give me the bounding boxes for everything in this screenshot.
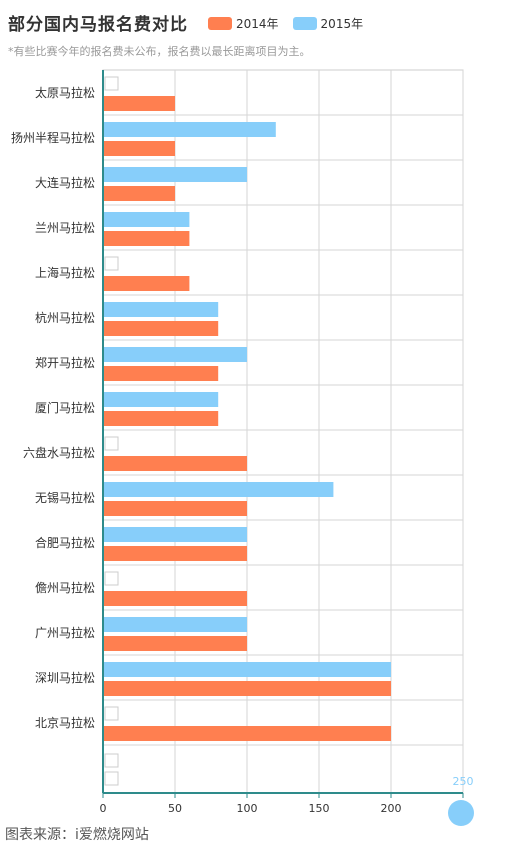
legend-swatch-2014	[208, 17, 232, 30]
bar-2015-empty	[104, 76, 119, 91]
bar-2014	[103, 501, 247, 516]
bar-2014	[103, 186, 175, 201]
bar-2014	[103, 321, 219, 336]
x-tick-label: 250	[453, 775, 474, 788]
bar-2014	[103, 726, 391, 741]
category-label: 广州马拉松	[35, 625, 95, 640]
bar-2015-empty	[104, 256, 119, 271]
bar-2015	[103, 482, 334, 497]
bar-2014	[103, 141, 175, 156]
bar-2015	[103, 167, 247, 182]
bar-2014	[103, 96, 175, 111]
bar-2014	[103, 276, 190, 291]
bar-2015	[103, 347, 247, 362]
category-label: 上海马拉松	[35, 265, 95, 280]
bar-2014	[103, 636, 247, 651]
category-label: 扬州半程马拉松	[11, 130, 95, 145]
bar-2015-empty	[104, 706, 119, 721]
legend-item-2015[interactable]: 2015年	[292, 15, 364, 32]
legend-swatch-2015	[292, 17, 317, 30]
zoom-handle-icon[interactable]	[448, 800, 474, 826]
bar-2014	[103, 231, 190, 246]
bar-2015-empty	[104, 436, 119, 451]
x-tick-label: 100	[237, 802, 258, 815]
category-label: 儋州马拉松	[35, 580, 95, 595]
x-tick-label: 150	[309, 802, 330, 815]
bar-2015	[103, 617, 247, 632]
x-tick-label: 50	[168, 802, 182, 815]
legend-item-2014[interactable]: 2014年	[208, 15, 279, 32]
bar-2014	[103, 591, 247, 606]
chart-subtitle: *有些比赛今年的报名费未公布，报名费以最长距离项目为主。	[8, 45, 311, 58]
category-label: 太原马拉松	[35, 85, 95, 100]
bar-2015	[103, 212, 190, 227]
category-label: 厦门马拉松	[35, 400, 95, 415]
bar-2014	[103, 411, 219, 426]
category-label: 合肥马拉松	[35, 535, 95, 550]
category-label: 深圳马拉松	[35, 670, 95, 685]
bar-2015	[103, 302, 219, 317]
bar-2015	[103, 527, 247, 542]
bar-2014	[103, 546, 247, 561]
empty-marker	[104, 753, 119, 768]
bar-2015	[103, 122, 276, 137]
source-note: 图表来源：i爱燃烧网站	[5, 827, 149, 843]
bar-2014	[103, 366, 219, 381]
bar-2014	[103, 681, 391, 696]
category-label: 杭州马拉松	[35, 310, 95, 325]
x-tick-label: 200	[381, 802, 402, 815]
category-label: 兰州马拉松	[35, 220, 95, 235]
legend: 2014年 2015年	[208, 15, 377, 32]
bar-2015	[103, 392, 219, 407]
category-label: 无锡马拉松	[35, 490, 95, 505]
empty-marker	[104, 771, 119, 786]
category-label: 大连马拉松	[35, 175, 95, 190]
legend-label-2015: 2015年	[320, 17, 364, 31]
bar-2015-empty	[104, 571, 119, 586]
legend-label-2014: 2014年	[236, 17, 279, 31]
bar-2014	[103, 456, 247, 471]
x-tick-label: 0	[100, 802, 107, 815]
category-label: 北京马拉松	[35, 715, 95, 730]
chart-title: 部分国内马报名费对比	[8, 15, 188, 35]
category-label: 六盘水马拉松	[23, 445, 95, 460]
category-label: 郑开马拉松	[35, 355, 95, 370]
bar-2015	[103, 662, 391, 677]
